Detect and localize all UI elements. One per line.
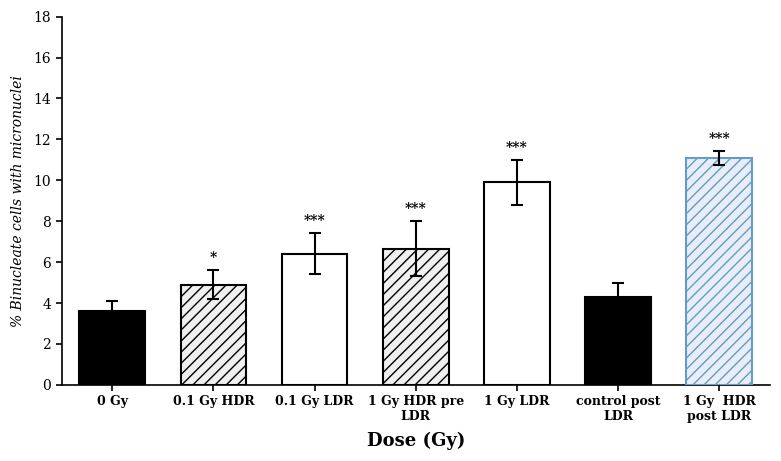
Y-axis label: % Binucleate cells with micronuclei: % Binucleate cells with micronuclei xyxy=(11,75,25,327)
Text: *: * xyxy=(210,251,217,265)
Bar xyxy=(686,158,752,385)
Bar xyxy=(80,311,145,385)
Text: ***: *** xyxy=(506,141,528,155)
Text: ***: *** xyxy=(405,202,426,216)
Bar xyxy=(585,297,651,385)
Text: ***: *** xyxy=(708,131,730,146)
X-axis label: Dose (Gy): Dose (Gy) xyxy=(366,431,465,450)
Bar xyxy=(282,254,348,385)
Bar xyxy=(383,249,448,385)
Bar xyxy=(180,284,246,385)
Text: ***: *** xyxy=(304,214,326,228)
Bar xyxy=(484,183,550,385)
